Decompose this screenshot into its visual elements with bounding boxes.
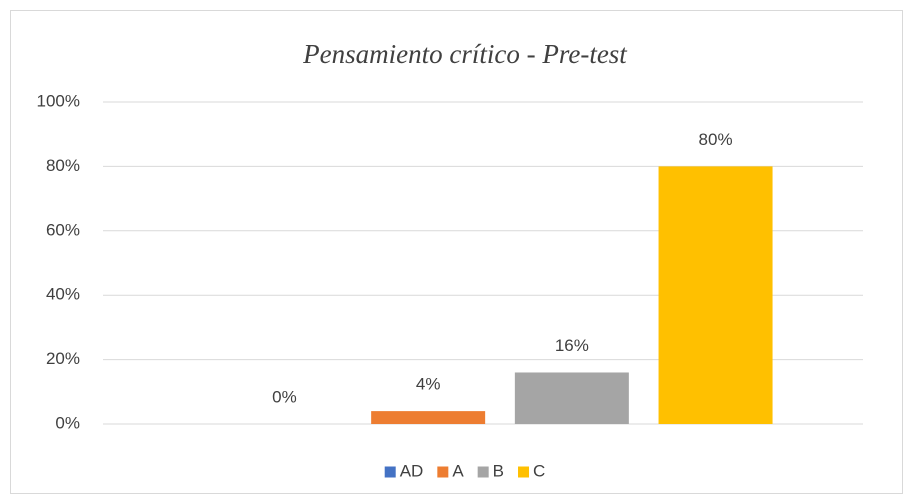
- legend-swatch: [518, 466, 530, 478]
- bar: [658, 166, 773, 424]
- legend-swatch: [477, 466, 489, 478]
- y-tick-label: 100%: [37, 91, 80, 110]
- legend-label: A: [452, 461, 464, 480]
- y-tick-label: 20%: [46, 349, 80, 368]
- bar: [514, 372, 629, 424]
- data-label: 80%: [699, 130, 733, 149]
- data-label: 16%: [555, 336, 589, 355]
- y-tick-label: 40%: [46, 285, 80, 304]
- y-tick-label: 60%: [46, 220, 80, 239]
- legend-label: B: [493, 461, 504, 480]
- y-tick-label: 80%: [46, 156, 80, 175]
- chart-title: Pensamiento crítico - Pre-test: [302, 39, 628, 69]
- y-tick-label: 0%: [55, 413, 80, 432]
- legend-label: AD: [400, 461, 424, 480]
- legend-swatch: [437, 466, 449, 478]
- legend-label: C: [533, 461, 545, 480]
- legend-swatch: [384, 466, 396, 478]
- bar: [371, 411, 486, 424]
- data-label: 4%: [416, 375, 441, 394]
- data-label: 0%: [272, 387, 297, 406]
